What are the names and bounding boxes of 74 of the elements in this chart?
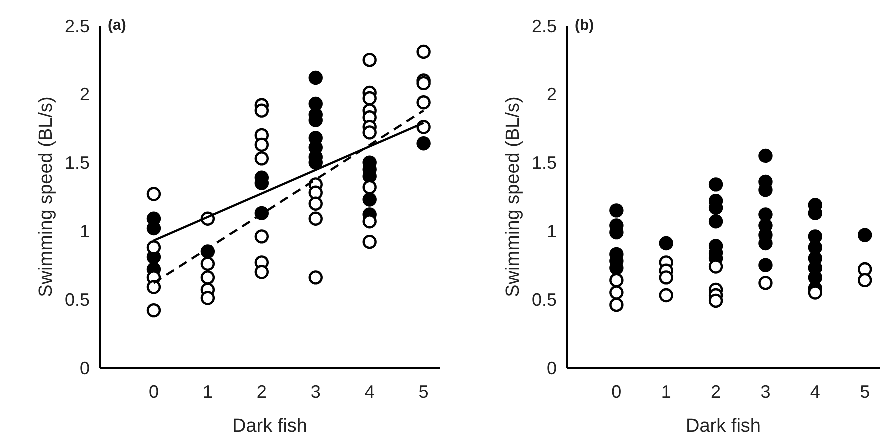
point [362, 214, 377, 229]
point [308, 212, 323, 226]
x-tick-label: 5 [860, 382, 870, 402]
x-tick-label: 3 [760, 382, 771, 402]
point [758, 276, 773, 290]
point [254, 152, 270, 166]
point [254, 265, 270, 280]
x-axis-title: Dark fish [686, 416, 761, 437]
y-tick-label: 0 [80, 358, 90, 378]
x-tick-label: 1 [661, 382, 672, 402]
point [362, 53, 377, 68]
point [416, 76, 431, 91]
x-tick-label: 4 [364, 382, 375, 402]
point [200, 270, 216, 285]
y-tick-label: 2.5 [532, 16, 557, 36]
point [416, 44, 431, 60]
point [758, 148, 773, 164]
point [146, 280, 162, 294]
point [254, 206, 270, 221]
point [362, 180, 377, 195]
point [610, 273, 624, 288]
y-axis-title: Swimming speed (BL/s) [503, 96, 524, 298]
y-tick-label: 2.5 [64, 16, 90, 36]
x-tick-label: 2 [711, 382, 722, 402]
point [610, 298, 624, 312]
x-tick-label: 4 [810, 382, 820, 402]
point [610, 204, 624, 218]
point [659, 288, 674, 303]
x-tick-label: 2 [256, 382, 267, 402]
point [416, 96, 431, 110]
x-tick-label: 1 [202, 382, 213, 402]
x-tick-label: 3 [310, 382, 321, 402]
point [708, 294, 724, 308]
point [708, 214, 724, 229]
point [808, 286, 823, 300]
y-tick-label: 1.5 [532, 153, 557, 174]
y-tick-label: 0.5 [64, 290, 90, 310]
y-tick-label: 1 [80, 222, 90, 242]
point [308, 70, 323, 86]
point [200, 291, 216, 306]
y-tick-label: 1 [546, 222, 557, 242]
x-tick-label: 0 [148, 382, 159, 402]
point [200, 256, 216, 272]
y-tick-label: 0.5 [532, 290, 557, 310]
point [254, 104, 270, 118]
chart-title: (b) [575, 17, 594, 34]
point [659, 270, 674, 285]
point [308, 196, 323, 211]
x-axis-title: Dark fish [232, 416, 308, 437]
y-tick-label: 0 [546, 358, 557, 378]
point [659, 236, 674, 251]
point [708, 260, 724, 274]
point [610, 286, 624, 300]
point [308, 270, 323, 285]
point [254, 138, 270, 152]
point [254, 230, 270, 244]
y-tick-label: 2 [546, 84, 557, 105]
point [362, 126, 377, 140]
point [362, 91, 377, 106]
point [758, 258, 773, 272]
point [858, 228, 872, 242]
point [416, 136, 431, 151]
point [146, 303, 162, 318]
y-tick-label: 2 [80, 84, 90, 105]
y-tick-label: 1.5 [64, 153, 90, 174]
point [362, 192, 377, 207]
x-tick-label: 5 [418, 382, 429, 402]
x-tick-label: 0 [612, 382, 622, 402]
point [708, 178, 724, 192]
y-axis-title: Swimming speed (BL/s) [36, 96, 57, 298]
point [146, 187, 162, 202]
point [362, 235, 377, 250]
point [858, 273, 872, 288]
chart-title: (a) [108, 17, 126, 34]
